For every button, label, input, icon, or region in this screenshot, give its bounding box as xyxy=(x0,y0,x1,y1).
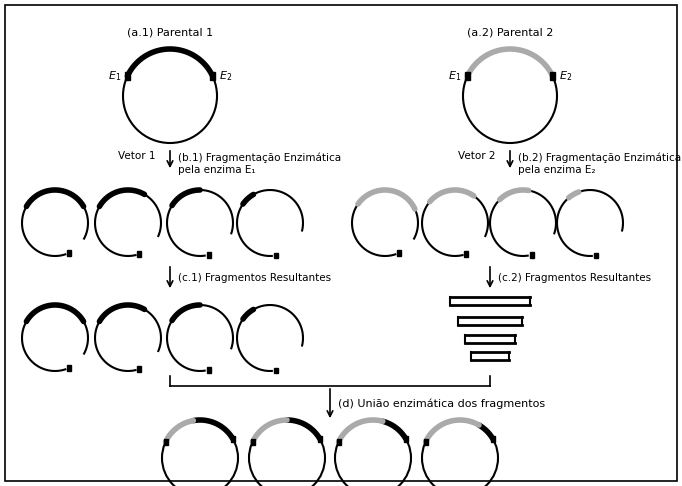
Bar xyxy=(67,365,71,371)
Bar xyxy=(491,436,495,442)
Text: Vetor 2: Vetor 2 xyxy=(458,151,496,161)
Bar xyxy=(273,368,278,373)
Text: (c.1) Fragmentos Resultantes: (c.1) Fragmentos Resultantes xyxy=(178,273,331,283)
Text: (c.2) Fragmentos Resultantes: (c.2) Fragmentos Resultantes xyxy=(498,273,651,283)
Bar xyxy=(164,439,168,445)
Text: $E_2$: $E_2$ xyxy=(219,69,232,83)
Bar xyxy=(397,250,401,256)
Text: $E_1$: $E_1$ xyxy=(448,69,462,83)
Bar xyxy=(404,436,408,442)
Bar xyxy=(529,252,533,258)
Bar xyxy=(424,439,428,445)
Bar xyxy=(250,439,254,445)
Text: $E_1$: $E_1$ xyxy=(108,69,121,83)
Bar xyxy=(550,72,555,80)
Text: Vetor 1: Vetor 1 xyxy=(118,151,155,161)
Text: (b.1) Fragmentação Enzimática: (b.1) Fragmentação Enzimática xyxy=(178,153,341,163)
Bar xyxy=(464,251,469,257)
Bar xyxy=(207,252,211,258)
Text: pela enzima E₂: pela enzima E₂ xyxy=(518,165,595,175)
Text: (a.1) Parental 1: (a.1) Parental 1 xyxy=(127,28,213,38)
Bar xyxy=(231,436,235,442)
Bar xyxy=(336,439,340,445)
Bar xyxy=(207,367,211,373)
Bar xyxy=(273,253,278,258)
Text: pela enzima E₁: pela enzima E₁ xyxy=(178,165,256,175)
Text: (a.2) Parental 2: (a.2) Parental 2 xyxy=(466,28,553,38)
FancyBboxPatch shape xyxy=(5,5,677,481)
Bar xyxy=(594,253,597,258)
Bar xyxy=(137,366,141,372)
Bar xyxy=(465,72,470,80)
Bar xyxy=(67,250,71,256)
Text: (b.2) Fragmentação Enzimática: (b.2) Fragmentação Enzimática xyxy=(518,153,681,163)
Bar xyxy=(318,436,322,442)
Text: (d) União enzimática dos fragmentos: (d) União enzimática dos fragmentos xyxy=(338,399,545,409)
Bar xyxy=(137,251,141,257)
Text: $E_2$: $E_2$ xyxy=(559,69,572,83)
Bar xyxy=(210,72,215,80)
Bar xyxy=(125,72,130,80)
